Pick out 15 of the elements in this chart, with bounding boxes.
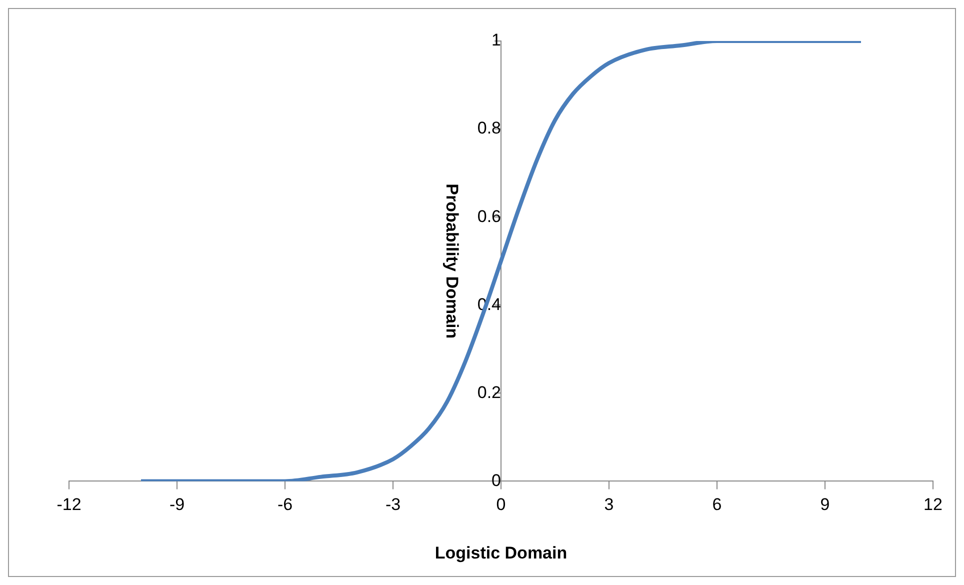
x-tick-label: -6 [277,495,293,514]
y-tick-label: 0.2 [477,382,501,402]
x-tick-label: 6 [712,495,722,514]
x-tick-label: 12 [924,495,942,514]
x-tick-label: -12 [56,495,82,514]
y-tick-label: 1 [492,30,501,50]
y-tick-label: 0.8 [477,118,501,138]
x-tick-label: 9 [820,495,830,514]
x-tick-label: 3 [604,495,614,514]
x-tick-label: -9 [169,495,185,514]
x-tick-label: -3 [385,495,401,514]
y-tick-label: 0 [492,470,501,490]
y-axis-title: Probability Domain [442,184,462,339]
x-axis-title: Logistic Domain [434,543,568,562]
y-tick-label: 0.6 [477,206,501,226]
